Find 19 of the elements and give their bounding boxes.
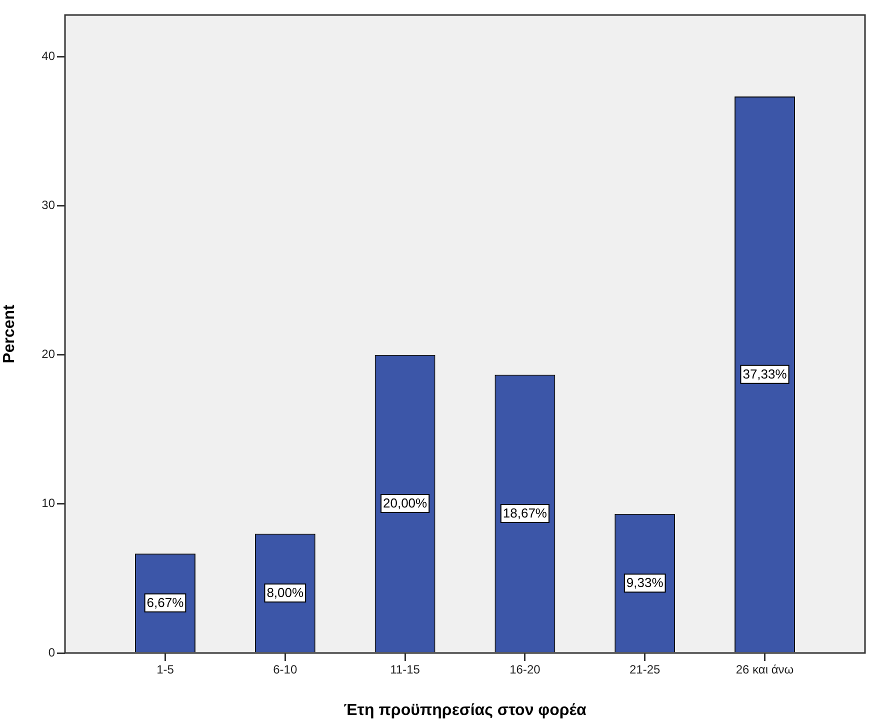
- y-tick-label: 30: [42, 198, 56, 212]
- x-tick-label: 1-5: [156, 662, 174, 677]
- data-label: 8,00%: [266, 585, 304, 600]
- x-axis-title: Έτη προϋπηρεσίας στον φορέα: [344, 702, 586, 719]
- y-tick-label: 0: [48, 645, 56, 660]
- data-label: 18,67%: [502, 506, 548, 521]
- data-label: 37,33%: [742, 366, 788, 382]
- x-tick-label: 16-20: [510, 662, 541, 677]
- x-tick-label: 11-15: [390, 662, 420, 677]
- x-tick-label: 6-10: [273, 662, 298, 677]
- data-label: 9,33%: [626, 575, 664, 590]
- data-label: 6,67%: [146, 594, 184, 610]
- y-axis-title: Percent: [1, 304, 18, 364]
- data-label: 20,00%: [383, 496, 428, 511]
- y-tick-label: 10: [42, 496, 56, 510]
- y-tick-label: 40: [42, 49, 56, 64]
- x-tick-label: 21-25: [630, 662, 661, 677]
- y-tick-label: 20: [42, 347, 56, 362]
- x-tick-label: 26 και άνω: [736, 662, 794, 677]
